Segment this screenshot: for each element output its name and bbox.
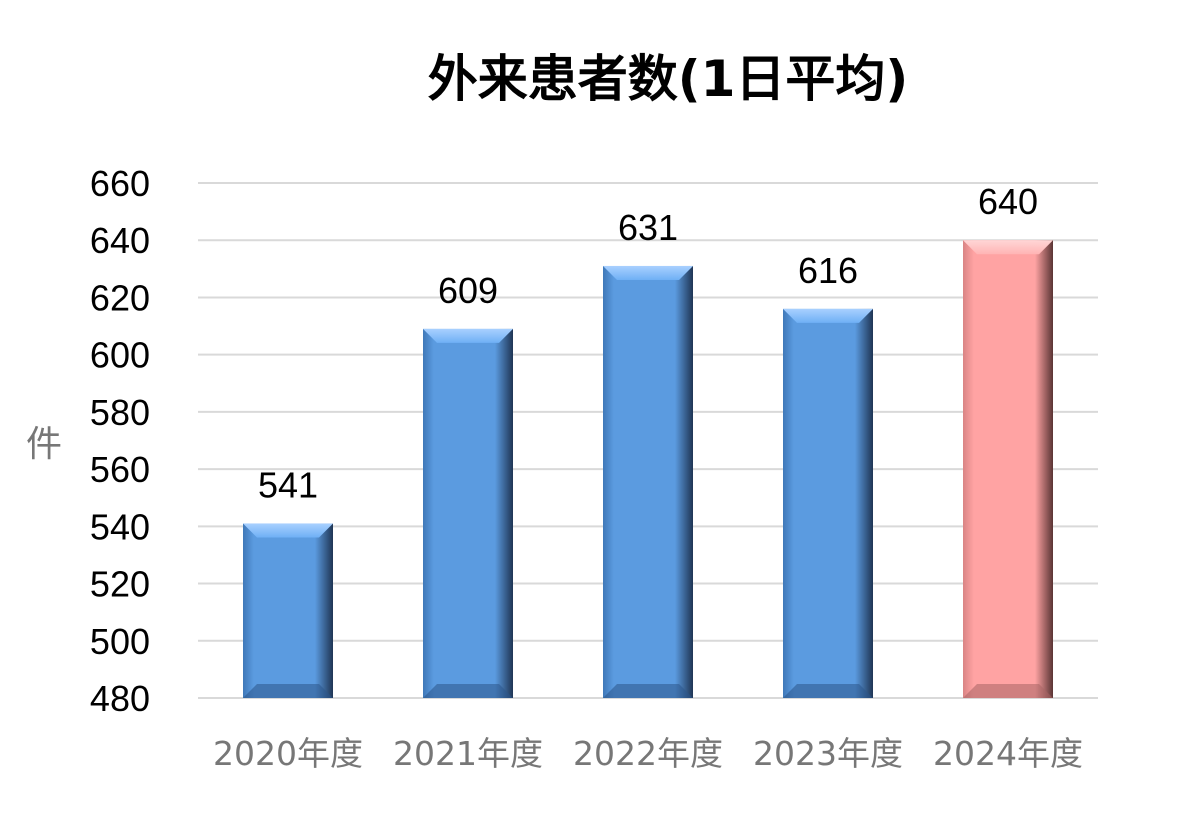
bars <box>243 240 1053 698</box>
x-tick-label: 2024年度 <box>933 734 1083 773</box>
x-axis-ticks: 2020年度 2021年度 2022年度 2023年度 2024年度 <box>213 734 1083 773</box>
y-tick-label: 660 <box>90 163 150 204</box>
bar-bevel <box>243 684 333 698</box>
y-tick-label: 480 <box>90 678 150 719</box>
bar-bevel <box>423 328 513 343</box>
x-tick-label: 2021年度 <box>393 734 543 773</box>
data-label: 616 <box>798 250 858 291</box>
bar-bevel <box>783 308 873 323</box>
data-label: 631 <box>618 207 678 248</box>
bar <box>423 328 513 698</box>
bar <box>963 240 1053 698</box>
bar-bevel <box>423 684 513 698</box>
bar-body <box>963 240 1053 698</box>
data-label: 640 <box>978 181 1038 222</box>
x-tick-label: 2022年度 <box>573 734 723 773</box>
bar <box>603 265 693 698</box>
y-tick-label: 620 <box>90 277 150 318</box>
bar <box>783 308 873 698</box>
bar-body <box>243 523 333 698</box>
bar-body <box>603 265 693 698</box>
y-tick-label: 540 <box>90 506 150 547</box>
x-tick-label: 2023年度 <box>753 734 903 773</box>
chart-title: 外来患者数(1日平均) <box>428 50 909 108</box>
bar-body <box>423 328 513 698</box>
bar <box>243 523 333 698</box>
bar-bevel <box>963 240 1053 255</box>
data-labels: 541 609 631 616 640 <box>258 181 1038 505</box>
data-label: 541 <box>258 464 318 505</box>
y-tick-label: 580 <box>90 392 150 433</box>
y-tick-label: 640 <box>90 220 150 261</box>
bar-bevel <box>963 684 1053 698</box>
y-tick-label: 500 <box>90 621 150 662</box>
bar-bevel <box>783 684 873 698</box>
y-tick-label: 560 <box>90 449 150 490</box>
bar-bevel <box>243 523 333 538</box>
x-tick-label: 2020年度 <box>213 734 363 773</box>
data-label: 609 <box>438 270 498 311</box>
y-tick-label: 600 <box>90 335 150 376</box>
bar-body <box>783 308 873 698</box>
y-axis-label: 件 <box>26 424 62 465</box>
bar-bevel <box>603 684 693 698</box>
y-tick-label: 520 <box>90 564 150 605</box>
bar-bevel <box>603 265 693 280</box>
y-axis-ticks: 660 640 620 600 580 560 540 520 500 480 <box>90 163 150 719</box>
